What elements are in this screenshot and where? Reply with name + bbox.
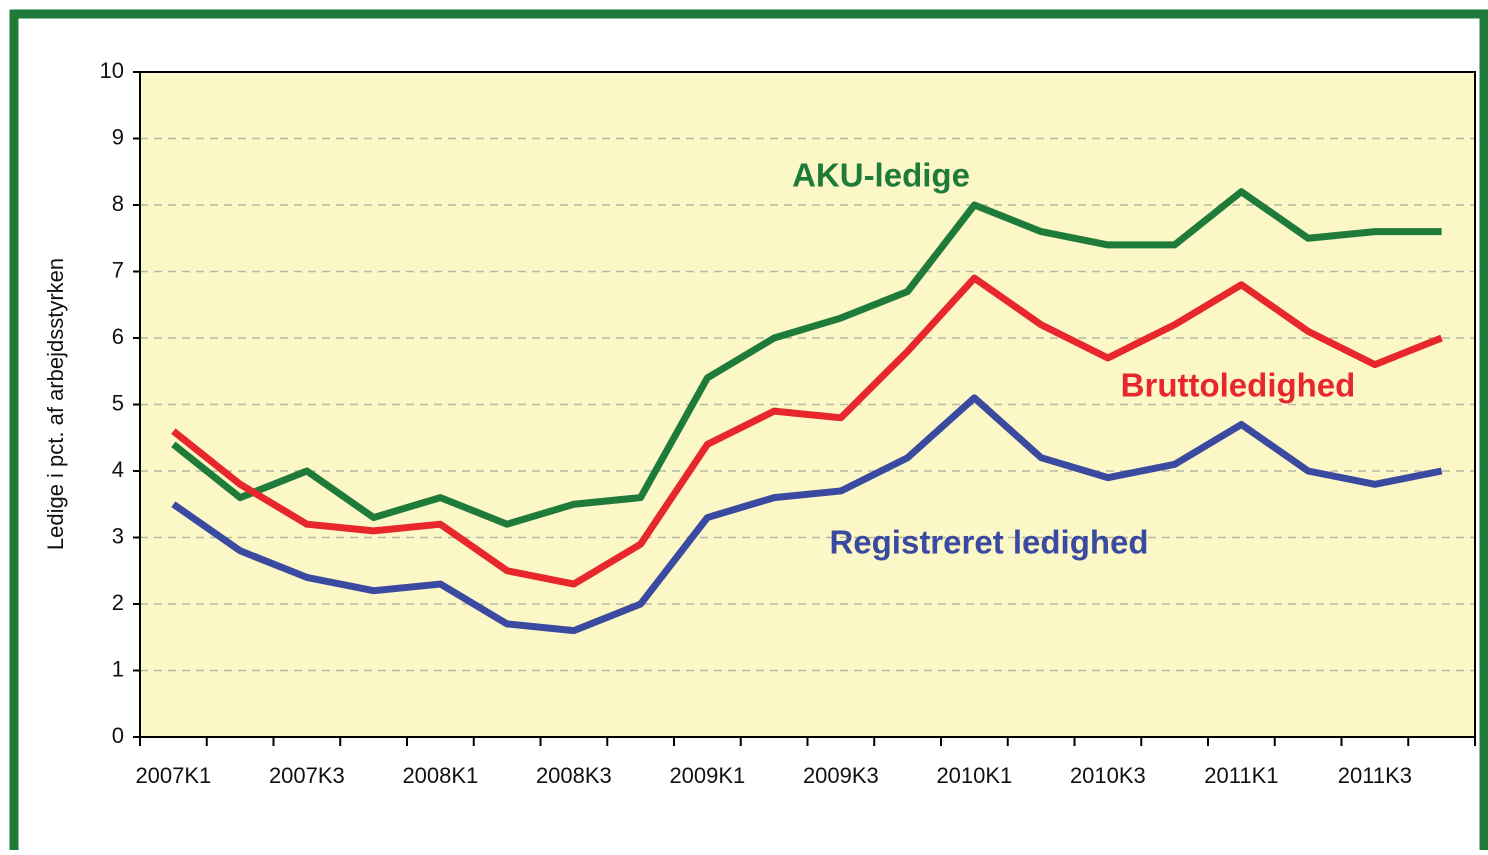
y-tick-label: 10 (100, 58, 124, 83)
x-tick-label: 2011K3 (1338, 763, 1412, 788)
series-line (171, 394, 1443, 635)
x-tick-label: 2011K1 (1204, 763, 1278, 788)
y-tick-label: 6 (112, 324, 124, 349)
series-label: Bruttoledighed (1121, 367, 1356, 404)
series-label: AKU-ledige (792, 157, 970, 194)
y-tick-label: 7 (112, 257, 124, 282)
x-tick-label: 2007K1 (135, 763, 211, 788)
y-tick-label: 9 (112, 124, 124, 149)
x-tick-label: 2008K1 (402, 763, 478, 788)
x-tick-label: 2010K1 (936, 763, 1012, 788)
y-tick-label: 0 (112, 723, 124, 748)
plot-border (139, 71, 1476, 738)
y-tick-label: 8 (112, 191, 124, 216)
y-tick-label: 1 (112, 656, 124, 681)
y-tick-label: 4 (112, 457, 124, 482)
x-tick-label: 2007K3 (269, 763, 345, 788)
x-tick-label: 2009K1 (669, 763, 745, 788)
x-tick-label: 2009K3 (803, 763, 879, 788)
series-line (171, 274, 1443, 588)
x-tick-label: 2010K3 (1070, 763, 1146, 788)
y-tick-label: 3 (112, 523, 124, 548)
frame (9, 9, 1488, 850)
series-label: Registreret ledighed (829, 524, 1148, 561)
y-axis-label: Ledige i pct. af arbejdsstyrken (43, 258, 68, 550)
y-tick-label: 2 (112, 590, 124, 615)
series-line (171, 188, 1442, 528)
y-tick-label: 5 (112, 390, 124, 415)
x-tick-label: 2008K3 (536, 763, 612, 788)
